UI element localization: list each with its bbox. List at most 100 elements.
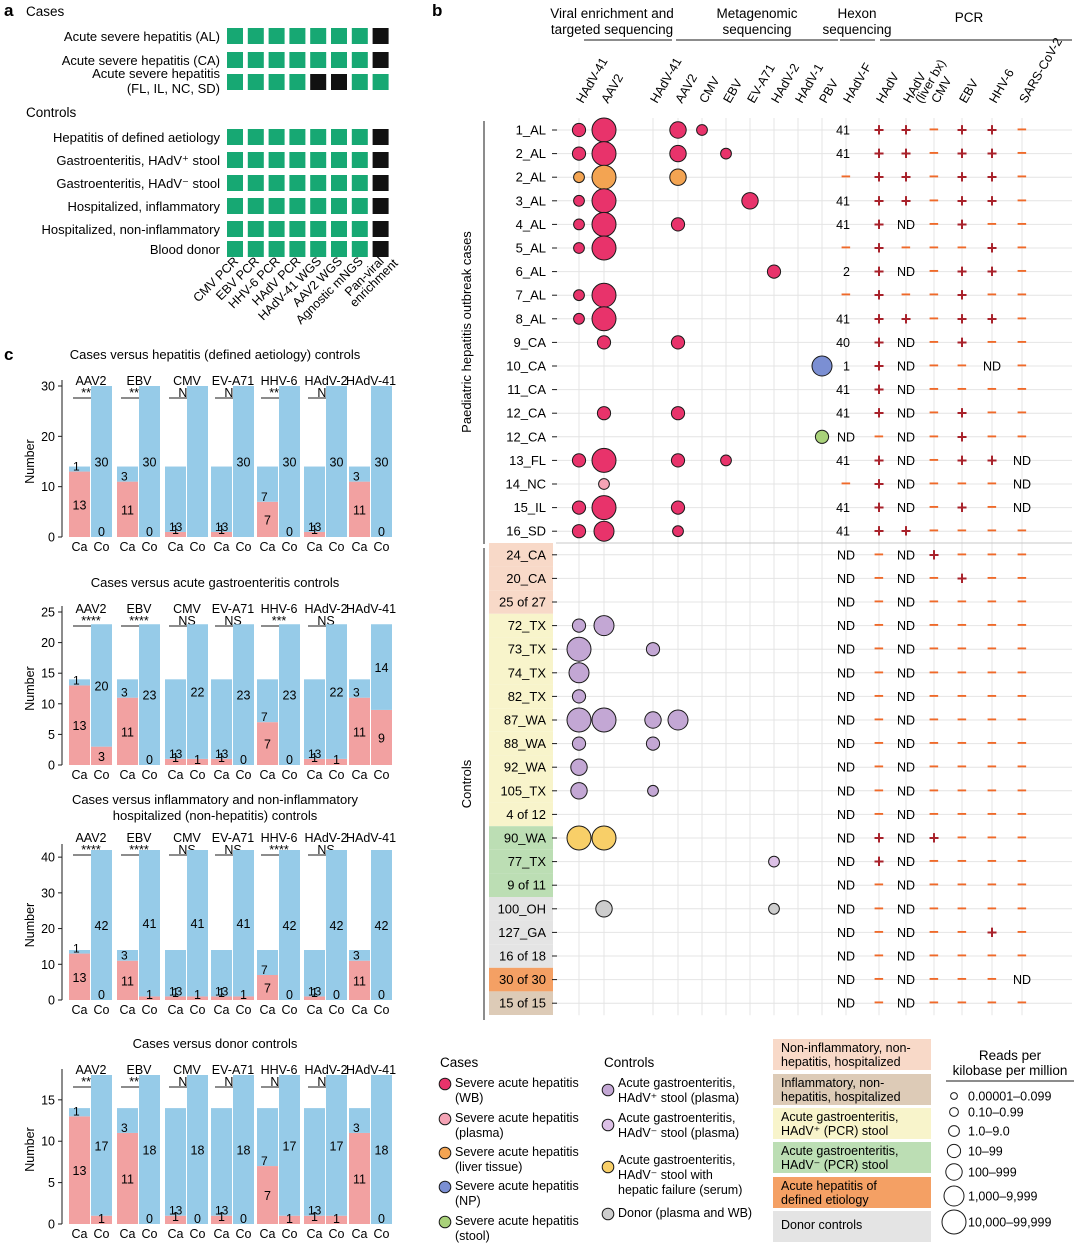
panel-a-cell-green [289,74,306,90]
bar-control-negative [91,1075,112,1216]
bar-case-negative [211,950,232,997]
bar-control-negative [187,850,208,997]
bar-control-negative [279,1075,300,1216]
pcr-positive-mark: + [901,521,912,541]
read-depth-dot [670,453,686,468]
bar-value-label: 1 [98,1212,105,1226]
row-label-background [489,708,553,732]
pcr-negative-mark: − [957,710,967,729]
read-depth-dot [811,355,833,377]
panel-a-cell-green [351,152,368,168]
bar-value-label: 0 [378,525,385,539]
bar-value-label: 18 [143,1144,157,1158]
row-label: 127_GA [498,925,546,940]
bar-value-label: 30 [283,456,297,470]
pcr-negative-mark: − [987,852,997,871]
panel-a-cell-green [247,241,264,257]
bar-value-label: 0 [333,988,340,1002]
legend-case-label: Severe acute hepatitis [455,1145,579,1159]
read-depth-dot [591,164,617,190]
read-depth-dot [571,689,587,704]
read-depth-dot [741,192,759,210]
x-tick-label: Co [236,1227,252,1241]
legend-case-swatch [438,1077,452,1091]
pcr-negative-mark: − [1017,144,1027,163]
panel-a-cell-black [372,28,389,44]
bar-case-positive [117,1132,138,1224]
pcr-value: ND [837,643,855,657]
bar-control-negative [371,624,392,710]
pcr-negative-mark: − [874,710,884,729]
x-tick-label: Ca [260,540,276,554]
row-label: 74_TX [508,665,547,680]
read-depth-dot [591,447,617,473]
bar-case-negative [304,466,325,532]
row-label: 15_IL [513,500,546,515]
pcr-negative-mark: − [987,474,997,493]
y-tick-label: 15 [41,667,55,681]
pcr-positive-mark: + [957,450,968,470]
virus-label: HHV-6 [261,831,298,845]
panel-a-cell-black [372,52,389,68]
virus-label: EV-A71 [212,602,254,616]
bar-case-negative [349,679,370,698]
pcr-negative-mark: − [929,946,939,965]
panel-b-column-label: HAdV [873,70,902,106]
bar-value-label: 0 [146,1212,153,1226]
panel-a-cell-green [247,221,264,237]
panel-a-cell-black [331,74,347,90]
x-tick-label: Co [94,768,110,782]
pcr-negative-mark: − [1017,592,1027,611]
pcr-value: ND [837,973,855,987]
bar-value-label: 13 [308,520,322,534]
row-label-background [489,849,553,874]
panel-a-cell-green [310,221,327,237]
pcr-negative-mark: − [929,191,939,210]
legend-items: Severe acute hepatitis(WB)Severe acute h… [438,1039,1051,1243]
bar-value-label: 1 [311,1210,318,1224]
y-tick-label: 5 [48,728,55,742]
bar-value-label: 42 [283,919,297,933]
panel-b: b Viral enrichment and targeted sequenci… [432,1,1072,1020]
pcr-value: ND [897,407,915,421]
panel-a-cell-green [351,221,368,237]
bar-value-label: 1 [146,988,153,1002]
pcr-positive-mark: + [874,852,885,872]
pcr-negative-mark: − [957,521,967,540]
panel-a-cell-green [227,52,243,68]
bar-value-label: 7 [264,982,271,996]
panel-a-cell-black [372,129,389,145]
pcr-negative-mark: − [987,970,997,989]
panel-a-row-label: Blood donor [150,242,221,257]
read-depth-dot [644,711,662,729]
panel-a-cell-green [289,175,306,191]
bar-case-positive [349,481,370,537]
panel-a-cell-green [227,74,243,90]
pcr-negative-mark: − [957,852,967,871]
x-tick-label: Ca [260,768,276,782]
bar-case-positive [211,996,232,1000]
bar-value-label: 13 [169,747,183,761]
bar-case-positive [211,531,232,537]
row-label-background [489,826,553,850]
row-label: 11_CA [507,382,546,397]
panel-a-row-label-line2: (FL, IL, NC, SD) [127,81,220,96]
controls-axis-label: Controls [459,759,474,808]
pcr-value: ND [897,643,915,657]
read-depth-dot [591,235,617,261]
pcr-negative-mark: − [929,899,939,918]
bar-value-label: 3 [121,686,128,700]
pcr-positive-mark: + [987,191,998,211]
panel-b-column-label: AAV2 [598,72,626,106]
legend-case-swatch [438,1180,452,1194]
legend-case-label: Severe acute hepatitis [455,1214,579,1228]
legend-control-label-line3: hepatic failure (serum) [618,1183,742,1197]
bar-value-label: 13 [215,520,229,534]
panel-a-cell-green [247,52,264,68]
panel-b-column-label: CMV [696,74,722,106]
pcr-value: ND [897,855,915,869]
read-depth-dot [591,211,617,237]
pcr-negative-mark: − [874,875,884,894]
chart-title: Cases versus acute gastroenteritis contr… [91,575,340,590]
pcr-negative-mark: − [929,214,939,233]
